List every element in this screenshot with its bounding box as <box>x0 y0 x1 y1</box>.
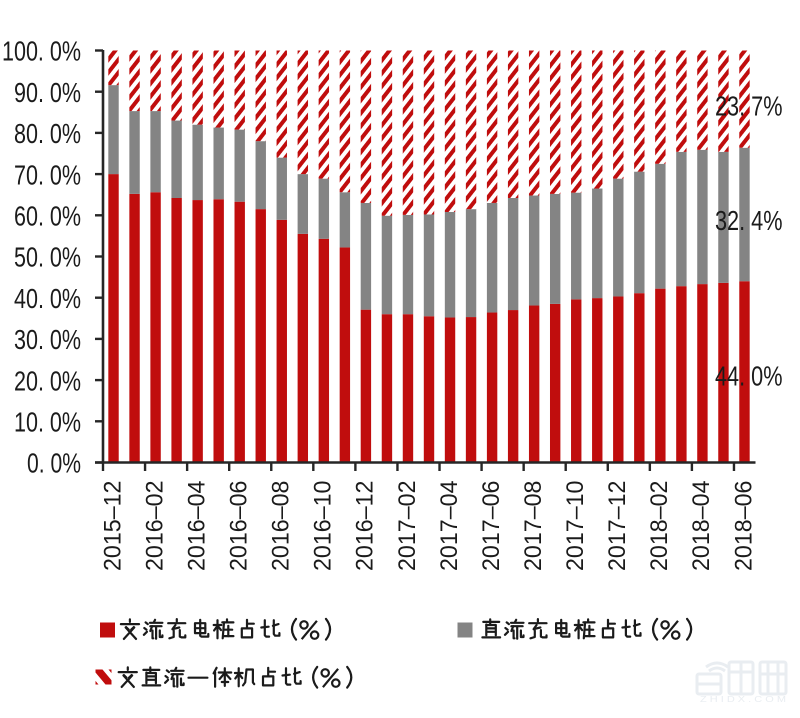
svg-text:2017–02: 2017–02 <box>394 481 421 572</box>
svg-text:2018–06: 2018–06 <box>730 481 757 572</box>
svg-text:2017–08: 2017–08 <box>520 481 547 572</box>
svg-text:Z H I D X . C O M: Z H I D X . C O M <box>700 695 786 704</box>
svg-text:0. 0%: 0. 0% <box>27 448 81 479</box>
svg-text:2015–12: 2015–12 <box>99 481 126 572</box>
svg-text:30. 0%: 30. 0% <box>14 324 81 355</box>
svg-text:23. 7%: 23. 7% <box>715 90 783 121</box>
svg-text:2016–06: 2016–06 <box>226 481 253 572</box>
svg-text:2017–04: 2017–04 <box>436 481 463 571</box>
svg-text:20. 0%: 20. 0% <box>14 365 81 396</box>
svg-text:50. 0%: 50. 0% <box>14 242 81 273</box>
svg-text:60. 0%: 60. 0% <box>14 201 81 232</box>
svg-text:70. 0%: 70. 0% <box>14 159 81 190</box>
svg-text:80. 0%: 80. 0% <box>14 118 81 149</box>
svg-text:2016–04: 2016–04 <box>183 481 210 572</box>
svg-text:40. 0%: 40. 0% <box>14 283 81 314</box>
svg-text:44. 0%: 44. 0% <box>715 361 783 392</box>
svg-text:2016–10: 2016–10 <box>310 481 337 572</box>
svg-text:2018–02: 2018–02 <box>646 481 673 572</box>
svg-text:2017–12: 2017–12 <box>604 481 631 572</box>
svg-text:2017–10: 2017–10 <box>562 481 589 572</box>
svg-text:2018–04: 2018–04 <box>688 481 715 572</box>
svg-text:10. 0%: 10. 0% <box>14 407 81 438</box>
svg-text:100. 0%: 100. 0% <box>2 36 81 67</box>
svg-text:2016–12: 2016–12 <box>352 481 379 572</box>
svg-text:2016–08: 2016–08 <box>268 481 295 572</box>
svg-text:2017–06: 2017–06 <box>478 480 505 571</box>
svg-text:90. 0%: 90. 0% <box>14 77 81 108</box>
svg-text:2016–02: 2016–02 <box>141 481 168 572</box>
svg-text:32. 4%: 32. 4% <box>715 205 783 236</box>
